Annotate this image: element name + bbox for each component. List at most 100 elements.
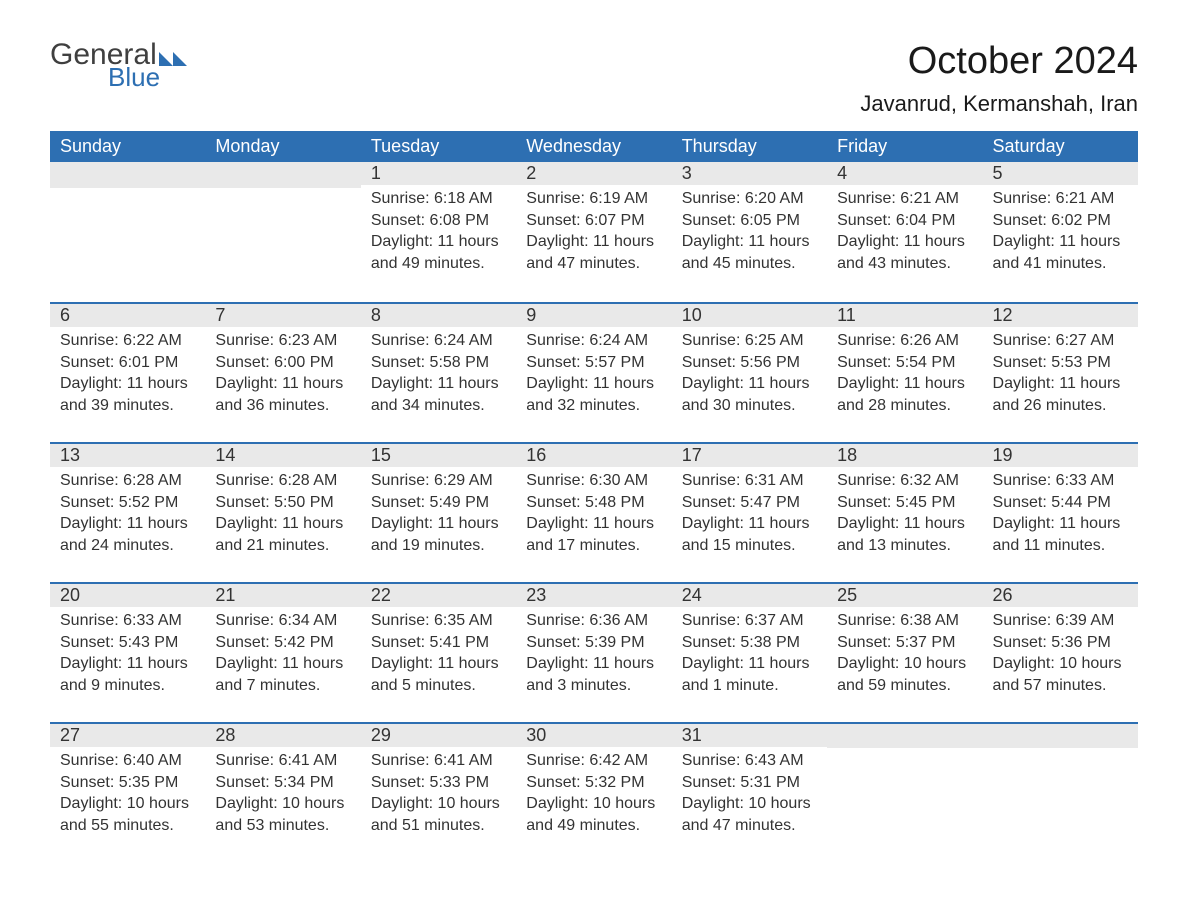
day-body: Sunrise: 6:39 AMSunset: 5:36 PMDaylight:… (983, 607, 1138, 696)
weekday-header: Thursday (672, 131, 827, 162)
day-body: Sunrise: 6:24 AMSunset: 5:57 PMDaylight:… (516, 327, 671, 416)
day-cell: 9Sunrise: 6:24 AMSunset: 5:57 PMDaylight… (516, 302, 671, 442)
day-cell: 13Sunrise: 6:28 AMSunset: 5:52 PMDayligh… (50, 442, 205, 582)
weekday-header: Saturday (983, 131, 1138, 162)
day-body: Sunrise: 6:19 AMSunset: 6:07 PMDaylight:… (516, 185, 671, 274)
day-number: 15 (361, 442, 516, 467)
sunset-text: Sunset: 5:57 PM (526, 352, 661, 374)
day-body: Sunrise: 6:25 AMSunset: 5:56 PMDaylight:… (672, 327, 827, 416)
daylight-text: Daylight: 11 hours and 26 minutes. (993, 373, 1128, 416)
sunset-text: Sunset: 6:05 PM (682, 210, 817, 232)
day-cell: 4Sunrise: 6:21 AMSunset: 6:04 PMDaylight… (827, 162, 982, 302)
day-body: Sunrise: 6:42 AMSunset: 5:32 PMDaylight:… (516, 747, 671, 836)
daylight-text: Daylight: 11 hours and 11 minutes. (993, 513, 1128, 556)
day-body: Sunrise: 6:27 AMSunset: 5:53 PMDaylight:… (983, 327, 1138, 416)
sunrise-text: Sunrise: 6:42 AM (526, 750, 661, 772)
sunset-text: Sunset: 5:50 PM (215, 492, 350, 514)
day-cell: 28Sunrise: 6:41 AMSunset: 5:34 PMDayligh… (205, 722, 360, 862)
sunset-text: Sunset: 6:01 PM (60, 352, 195, 374)
day-cell: 25 Sunrise: 6:38 AMSunset: 5:37 PMDayligh… (827, 582, 982, 722)
daylight-text: Daylight: 10 hours and 51 minutes. (371, 793, 506, 836)
sunrise-text: Sunrise: 6:38 AM (837, 610, 972, 632)
day-number: 7 (205, 302, 360, 327)
daylight-text: Daylight: 10 hours and 55 minutes. (60, 793, 195, 836)
daylight-text: Daylight: 11 hours and 34 minutes. (371, 373, 506, 416)
sunset-text: Sunset: 5:47 PM (682, 492, 817, 514)
day-body: Sunrise: 6:26 AMSunset: 5:54 PMDaylight:… (827, 327, 982, 416)
day-body: Sunrise: 6:18 AMSunset: 6:08 PMDaylight:… (361, 185, 516, 274)
day-cell: 18Sunrise: 6:32 AMSunset: 5:45 PMDayligh… (827, 442, 982, 582)
daylight-text: Daylight: 11 hours and 9 minutes. (60, 653, 195, 696)
day-number: 21 (205, 582, 360, 607)
sunset-text: Sunset: 5:58 PM (371, 352, 506, 374)
sunrise-text: Sunrise: 6:24 AM (526, 330, 661, 352)
day-body: Sunrise: 6:28 AMSunset: 5:52 PMDaylight:… (50, 467, 205, 556)
sunrise-text: Sunrise: 6:24 AM (371, 330, 506, 352)
day-number: 3 (672, 162, 827, 185)
sunset-text: Sunset: 5:43 PM (60, 632, 195, 654)
day-body: Sunrise: 6:43 AMSunset: 5:31 PMDaylight:… (672, 747, 827, 836)
day-number: 29 (361, 722, 516, 747)
week-row: 27Sunrise: 6:40 AMSunset: 5:35 PMDayligh… (50, 722, 1138, 862)
sunset-text: Sunset: 6:02 PM (993, 210, 1128, 232)
day-cell-empty (205, 162, 360, 302)
day-cell: 2Sunrise: 6:19 AMSunset: 6:07 PMDaylight… (516, 162, 671, 302)
sunrise-text: Sunrise: 6:23 AM (215, 330, 350, 352)
sunrise-text: Sunrise: 6:31 AM (682, 470, 817, 492)
day-number: 12 (983, 302, 1138, 327)
day-cell: 8 Sunrise: 6:24 AMSunset: 5:58 PMDaylight… (361, 302, 516, 442)
sunrise-text: Sunrise: 6:43 AM (682, 750, 817, 772)
day-number: 24 (672, 582, 827, 607)
day-cell: 17Sunrise: 6:31 AMSunset: 5:47 PMDayligh… (672, 442, 827, 582)
daylight-text: Daylight: 10 hours and 59 minutes. (837, 653, 972, 696)
day-number (50, 162, 205, 188)
sunrise-text: Sunrise: 6:41 AM (371, 750, 506, 772)
sunrise-text: Sunrise: 6:40 AM (60, 750, 195, 772)
calendar: Sunday Monday Tuesday Wednesday Thursday… (50, 131, 1138, 862)
sunset-text: Sunset: 5:38 PM (682, 632, 817, 654)
day-cell: 22Sunrise: 6:35 AMSunset: 5:41 PMDayligh… (361, 582, 516, 722)
sunset-text: Sunset: 5:37 PM (837, 632, 972, 654)
sunrise-text: Sunrise: 6:21 AM (993, 188, 1128, 210)
sunset-text: Sunset: 5:52 PM (60, 492, 195, 514)
day-cell: 29Sunrise: 6:41 AMSunset: 5:33 PMDayligh… (361, 722, 516, 862)
day-number: 22 (361, 582, 516, 607)
day-number: 23 (516, 582, 671, 607)
day-number (827, 722, 982, 748)
sunset-text: Sunset: 5:56 PM (682, 352, 817, 374)
day-number: 6 (50, 302, 205, 327)
sunrise-text: Sunrise: 6:33 AM (993, 470, 1128, 492)
day-number: 30 (516, 722, 671, 747)
sunrise-text: Sunrise: 6:28 AM (215, 470, 350, 492)
daylight-text: Daylight: 10 hours and 49 minutes. (526, 793, 661, 836)
daylight-text: Daylight: 11 hours and 15 minutes. (682, 513, 817, 556)
header: General Blue October 2024 Javanrud, Kerm… (50, 40, 1138, 117)
sunrise-text: Sunrise: 6:37 AM (682, 610, 817, 632)
sunrise-text: Sunrise: 6:28 AM (60, 470, 195, 492)
day-number: 19 (983, 442, 1138, 467)
day-cell-empty (983, 722, 1138, 862)
day-body: Sunrise: 6:31 AMSunset: 5:47 PMDaylight:… (672, 467, 827, 556)
week-row: 20Sunrise: 6:33 AMSunset: 5:43 PMDayligh… (50, 582, 1138, 722)
day-number: 11 (827, 302, 982, 327)
month-title: October 2024 (860, 40, 1138, 83)
sunset-text: Sunset: 5:53 PM (993, 352, 1128, 374)
weekday-header: Wednesday (516, 131, 671, 162)
day-cell: 31Sunrise: 6:43 AMSunset: 5:31 PMDayligh… (672, 722, 827, 862)
sunset-text: Sunset: 5:34 PM (215, 772, 350, 794)
daylight-text: Daylight: 11 hours and 5 minutes. (371, 653, 506, 696)
day-number: 8 (361, 302, 516, 327)
day-cell: 16Sunrise: 6:30 AMSunset: 5:48 PMDayligh… (516, 442, 671, 582)
day-number: 16 (516, 442, 671, 467)
sunset-text: Sunset: 5:42 PM (215, 632, 350, 654)
day-cell-empty (50, 162, 205, 302)
day-number: 27 (50, 722, 205, 747)
day-number: 10 (672, 302, 827, 327)
day-cell: 14Sunrise: 6:28 AMSunset: 5:50 PMDayligh… (205, 442, 360, 582)
logo: General Blue (50, 40, 187, 90)
day-cell: 3Sunrise: 6:20 AMSunset: 6:05 PMDaylight… (672, 162, 827, 302)
title-block: October 2024 Javanrud, Kermanshah, Iran (860, 40, 1138, 117)
day-body: Sunrise: 6:33 AMSunset: 5:43 PMDaylight:… (50, 607, 205, 696)
day-number: 9 (516, 302, 671, 327)
day-number: 25 (827, 582, 982, 607)
